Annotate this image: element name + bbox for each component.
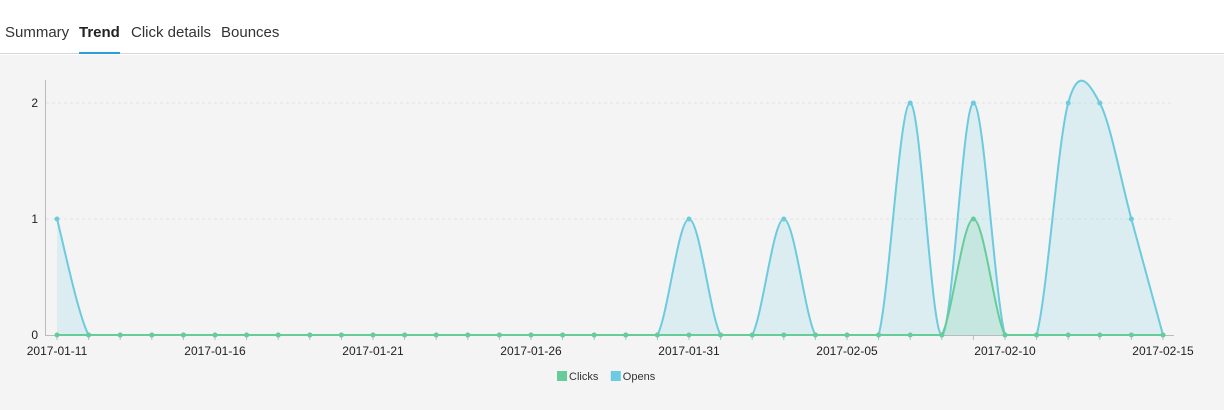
- data-point-clicks[interactable]: [149, 332, 155, 338]
- data-point-clicks[interactable]: [686, 332, 692, 338]
- data-point-clicks[interactable]: [180, 332, 186, 338]
- data-point-clicks[interactable]: [402, 332, 408, 338]
- data-point-opens[interactable]: [1065, 100, 1071, 106]
- x-tick-label: 2017-01-16: [184, 344, 246, 358]
- legend-swatch-clicks[interactable]: [557, 371, 567, 381]
- data-point-clicks[interactable]: [781, 332, 787, 338]
- data-point-clicks[interactable]: [307, 332, 313, 338]
- tab-trend[interactable]: Trend: [79, 24, 120, 54]
- trend-chart: 0 1 2 2017-01-11 2017-01-16 2017-01-21 2017-01…: [27, 79, 1194, 383]
- data-point-clicks[interactable]: [465, 332, 471, 338]
- data-point-clicks[interactable]: [86, 332, 92, 338]
- data-point-clicks[interactable]: [496, 332, 502, 338]
- data-point-clicks[interactable]: [718, 332, 724, 338]
- data-point-opens[interactable]: [781, 216, 787, 222]
- data-point-opens[interactable]: [54, 216, 60, 222]
- data-point-clicks[interactable]: [1160, 332, 1166, 338]
- legend-label-clicks[interactable]: Clicks: [569, 371, 599, 383]
- data-point-opens[interactable]: [970, 100, 976, 106]
- data-point-clicks[interactable]: [370, 332, 376, 338]
- tab-bounces[interactable]: Bounces: [221, 24, 280, 41]
- data-point-clicks[interactable]: [876, 332, 882, 338]
- data-point-clicks[interactable]: [654, 332, 660, 338]
- data-point-clicks[interactable]: [275, 332, 281, 338]
- data-point-clicks[interactable]: [970, 216, 976, 222]
- data-point-clicks[interactable]: [623, 332, 629, 338]
- data-point-clicks[interactable]: [338, 332, 344, 338]
- series-area-opens: [57, 80, 1163, 336]
- data-point-opens[interactable]: [686, 216, 692, 222]
- data-point-clicks[interactable]: [244, 332, 250, 338]
- trend-chart-panel: 0 1 2 2017-01-11 2017-01-16 2017-01-21 2017-01…: [0, 55, 1224, 410]
- data-point-clicks[interactable]: [1128, 332, 1134, 338]
- data-point-clicks[interactable]: [591, 332, 597, 338]
- data-point-clicks[interactable]: [1002, 332, 1008, 338]
- data-point-opens[interactable]: [907, 100, 913, 106]
- data-point-clicks[interactable]: [212, 332, 218, 338]
- x-tick-label: 2017-02-10: [974, 344, 1036, 358]
- y-tick-label: 0: [31, 328, 38, 342]
- tab-summary[interactable]: Summary: [5, 24, 70, 41]
- data-point-clicks[interactable]: [117, 332, 123, 338]
- data-point-opens[interactable]: [1128, 216, 1134, 222]
- data-point-clicks[interactable]: [749, 332, 755, 338]
- data-point-clicks[interactable]: [560, 332, 566, 338]
- data-point-clicks[interactable]: [1097, 332, 1103, 338]
- x-tick-label: 2017-01-11: [27, 344, 88, 358]
- data-point-clicks[interactable]: [528, 332, 534, 338]
- data-point-clicks[interactable]: [907, 332, 913, 338]
- x-tick-label: 2017-02-15: [1132, 344, 1194, 358]
- y-tick-label: 1: [31, 212, 38, 226]
- tab-bar: Summary Trend Click details Bounces: [0, 0, 1224, 54]
- tab-click-details[interactable]: Click details: [131, 24, 212, 41]
- data-point-clicks[interactable]: [939, 332, 945, 338]
- data-point-clicks[interactable]: [1065, 332, 1071, 338]
- x-tick-label: 2017-02-05: [816, 344, 878, 358]
- legend-label-opens[interactable]: Opens: [623, 371, 656, 383]
- x-tick-label: 2017-01-21: [342, 344, 404, 358]
- data-point-opens[interactable]: [1097, 100, 1103, 106]
- data-point-clicks[interactable]: [54, 332, 60, 338]
- data-point-clicks[interactable]: [812, 332, 818, 338]
- x-tick-label: 2017-01-31: [658, 344, 720, 358]
- x-tick-label: 2017-01-26: [500, 344, 562, 358]
- legend-swatch-opens[interactable]: [610, 371, 621, 381]
- data-point-clicks[interactable]: [1034, 332, 1040, 338]
- data-point-clicks[interactable]: [433, 332, 439, 338]
- y-tick-label: 2: [31, 96, 38, 110]
- data-point-clicks[interactable]: [844, 332, 850, 338]
